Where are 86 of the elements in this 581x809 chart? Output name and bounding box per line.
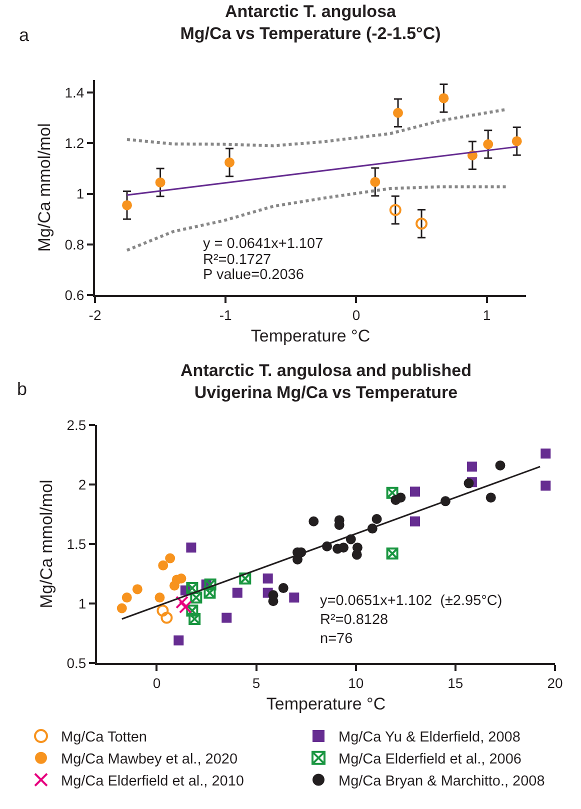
- point: [389, 204, 402, 216]
- legend-label: Mg/Ca Totten: [61, 730, 147, 746]
- x-tick-label: 20: [547, 674, 563, 691]
- annotation: n=76: [320, 631, 353, 647]
- y-tick-label: 2: [78, 476, 86, 492]
- y-tick-label: 1: [78, 595, 86, 612]
- x-tick-label: 0: [152, 674, 161, 691]
- point: [386, 486, 398, 499]
- y-tick-label: 1: [76, 186, 84, 202]
- y-tick-label: 1.5: [66, 536, 86, 552]
- annotation: R²=0.8128: [320, 612, 388, 628]
- point: [186, 582, 198, 594]
- point: [466, 462, 477, 472]
- point: [338, 542, 349, 553]
- legend-label: Mg/Ca Bryan & Marchitto., 2008: [338, 773, 545, 790]
- point: [262, 574, 273, 584]
- x-tick-label: -2: [88, 306, 102, 323]
- point: [165, 553, 176, 564]
- point: [132, 584, 142, 594]
- legend-label: Mg/Ca Elderfield et al., 2010: [61, 773, 244, 790]
- point: [222, 612, 232, 623]
- point: [308, 516, 319, 526]
- point: [176, 596, 189, 609]
- x-tick-label: 1: [482, 306, 491, 323]
- point: [154, 592, 165, 603]
- y-tick-label: 0.8: [64, 236, 84, 252]
- point: [224, 157, 235, 168]
- point: [160, 612, 173, 624]
- annotation: y = 0.0641x+1.107: [203, 236, 324, 252]
- text: b: [17, 379, 28, 399]
- point: [174, 635, 184, 646]
- annotation: P value=0.2036: [203, 267, 304, 283]
- point: [372, 514, 382, 524]
- point: [278, 583, 288, 594]
- y-axis-title: Mg/Ca mmol/mol: [36, 480, 56, 608]
- chart-title: Antarctic T. angulosa Mg/Ca vs Temperature (-2-1.5°C): [180, 2, 441, 43]
- point: [410, 516, 420, 526]
- x-tick-label: 10: [348, 674, 364, 691]
- point: [486, 492, 496, 503]
- point: [540, 448, 551, 459]
- point: [464, 478, 474, 488]
- x-tick-label: 15: [448, 674, 464, 691]
- chart-title: Antarctic T. angulosa and published Uvigerina Mg/Ca vs Temperature: [180, 360, 472, 402]
- point: [190, 592, 202, 604]
- point: [540, 480, 551, 491]
- point: [396, 492, 406, 503]
- point: [393, 108, 404, 118]
- point: [352, 542, 362, 553]
- point: [239, 572, 252, 585]
- point: [155, 177, 166, 188]
- legend-label: Mg/Ca Elderfield et al., 2006: [338, 752, 522, 768]
- point: [178, 600, 192, 614]
- point: [416, 218, 428, 230]
- point: [116, 603, 127, 614]
- point: [289, 592, 300, 603]
- y-tick-label: 2.5: [66, 416, 86, 433]
- y-tick-label: 1.4: [64, 84, 84, 101]
- x-axis-title: Temperature °C: [250, 326, 370, 346]
- point: [386, 548, 398, 560]
- y-tick-label: 1.2: [64, 135, 84, 152]
- x-tick-label: 5: [252, 674, 260, 691]
- point: [438, 93, 449, 104]
- legend-label: Mg/Ca Yu & Elderfield, 2008: [338, 730, 520, 746]
- point: [176, 574, 186, 584]
- point: [122, 200, 132, 210]
- y-tick-label: 0.6: [64, 286, 84, 303]
- line-series: [126, 185, 508, 252]
- point: [158, 560, 168, 570]
- x-tick-label: 0: [352, 306, 360, 323]
- x-tick-label: -1: [219, 306, 232, 323]
- point: [483, 139, 494, 150]
- point: [186, 542, 196, 553]
- y-tick-label: 0.5: [66, 654, 86, 671]
- annotation: y=0.0651x+1.102 (±2.95°C): [320, 593, 502, 609]
- annotation: R²=0.1727: [203, 252, 272, 268]
- text: a: [19, 25, 30, 45]
- x-axis-title: Temperature °C: [266, 694, 386, 714]
- point: [512, 136, 522, 146]
- point: [232, 588, 242, 598]
- point: [495, 460, 506, 470]
- y-axis-title: Mg/Ca mmol/mol: [34, 123, 54, 252]
- point: [156, 604, 169, 617]
- legend-label: Mg/Ca Mawbey et al., 2020: [61, 752, 238, 768]
- point: [410, 486, 420, 497]
- point: [122, 592, 132, 603]
- point: [370, 176, 380, 187]
